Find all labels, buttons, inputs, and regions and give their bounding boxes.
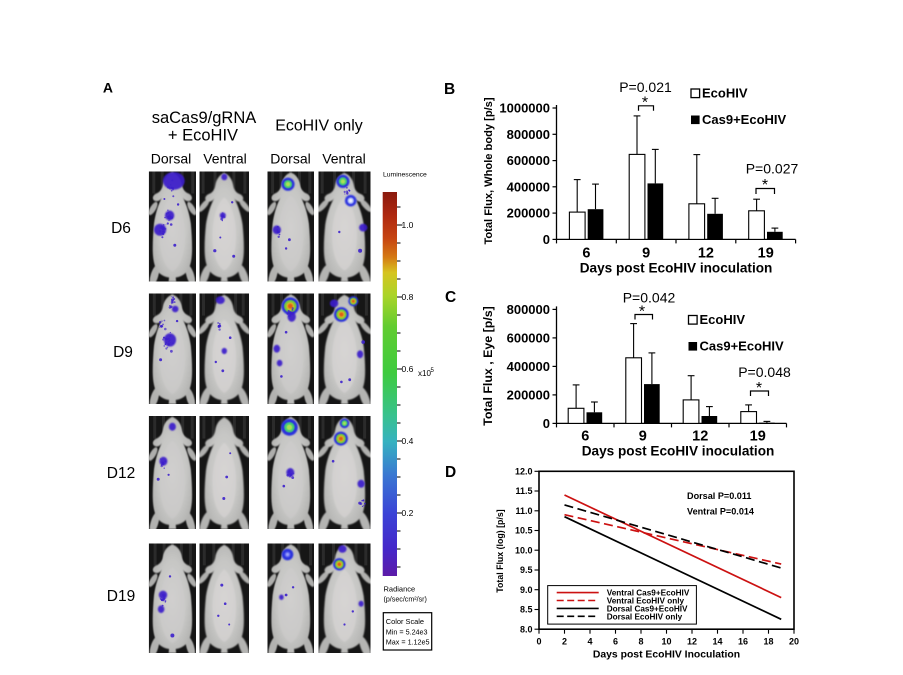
svg-text:12: 12 (687, 637, 697, 647)
svg-text:19: 19 (750, 429, 766, 445)
svg-text:Dorsal EcoHIV only: Dorsal EcoHIV only (607, 612, 683, 621)
svg-text:0.2: 0.2 (402, 508, 414, 518)
svg-text:EcoHIV only: EcoHIV only (275, 118, 362, 135)
svg-text:6: 6 (613, 637, 618, 647)
svg-text:D12: D12 (107, 465, 135, 482)
svg-text:12.0: 12.0 (515, 467, 533, 477)
svg-text:Min = 5.24e3: Min = 5.24e3 (386, 628, 428, 637)
svg-text:Ventral Cas9+EcoHIV: Ventral Cas9+EcoHIV (607, 589, 690, 598)
svg-text:A: A (103, 80, 113, 96)
svg-text:Total Flux (log) [p/s]: Total Flux (log) [p/s] (495, 509, 505, 592)
svg-text:11.0: 11.0 (515, 506, 532, 516)
svg-text:Radiance: Radiance (384, 585, 416, 594)
svg-text:D9: D9 (113, 344, 133, 361)
svg-text:0: 0 (536, 637, 541, 647)
svg-text:Days post EcoHIV Inoculation: Days post EcoHIV Inoculation (593, 650, 740, 661)
svg-text:*: * (756, 380, 762, 397)
svg-text:600000: 600000 (507, 153, 550, 168)
svg-text:10.5: 10.5 (515, 526, 533, 536)
svg-text:9: 9 (642, 246, 650, 262)
svg-text:400000: 400000 (507, 359, 550, 374)
svg-text:P=0.042: P=0.042 (623, 290, 676, 306)
svg-text:P=0.027: P=0.027 (746, 161, 799, 177)
svg-text:6: 6 (581, 429, 589, 445)
svg-text:20: 20 (789, 637, 799, 647)
svg-text:11.5: 11.5 (515, 486, 532, 496)
svg-text:800000: 800000 (507, 127, 550, 142)
svg-text:Days post EcoHIV inoculation: Days post EcoHIV inoculation (580, 261, 773, 276)
svg-text:EcoHIV: EcoHIV (700, 312, 746, 327)
svg-text:4: 4 (587, 637, 592, 647)
svg-text:D19: D19 (107, 588, 135, 605)
svg-text:18: 18 (763, 637, 773, 647)
svg-text:Dorsal: Dorsal (151, 151, 191, 167)
svg-text:Cas9+EcoHIV: Cas9+EcoHIV (700, 338, 785, 353)
svg-text:saCas9/gRNA: saCas9/gRNA (152, 109, 257, 127)
svg-text:C: C (445, 289, 456, 306)
svg-text:8: 8 (638, 637, 643, 647)
svg-text:Luminescence: Luminescence (383, 172, 427, 179)
svg-text:Dorsal Cas9+EcoHIV: Dorsal Cas9+EcoHIV (607, 604, 688, 613)
svg-text:D6: D6 (111, 220, 131, 237)
svg-text:0.8: 0.8 (402, 292, 414, 302)
svg-text:1.0: 1.0 (402, 220, 414, 230)
svg-text:12: 12 (698, 246, 714, 262)
svg-text:0.4: 0.4 (402, 436, 414, 446)
svg-text:Total Flux , Eye [p/s]: Total Flux , Eye [p/s] (481, 306, 495, 426)
svg-text:200000: 200000 (507, 387, 550, 402)
svg-text:6: 6 (582, 246, 590, 262)
svg-text:14: 14 (712, 637, 722, 647)
svg-text:*: * (762, 177, 768, 194)
svg-text:Ventral: Ventral (322, 151, 366, 167)
svg-text:EcoHIV: EcoHIV (702, 85, 748, 100)
svg-text:Dorsal: Dorsal (270, 151, 310, 167)
svg-text:800000: 800000 (507, 302, 550, 317)
svg-text:Ventral P=0.014: Ventral P=0.014 (687, 507, 755, 517)
svg-text:0: 0 (543, 416, 550, 431)
svg-text:8.0: 8.0 (520, 624, 533, 634)
svg-text:*: * (642, 94, 648, 111)
svg-text:10.0: 10.0 (515, 545, 533, 555)
svg-text:B: B (444, 81, 455, 98)
svg-text:Days post EcoHIV inoculation: Days post EcoHIV inoculation (582, 444, 775, 459)
svg-text:5: 5 (431, 368, 435, 374)
svg-text:9.5: 9.5 (520, 565, 533, 575)
svg-text:9: 9 (639, 429, 647, 445)
svg-text:8.5: 8.5 (520, 605, 533, 615)
svg-text:12: 12 (692, 429, 708, 445)
svg-text:1000000: 1000000 (499, 101, 550, 116)
svg-text:Dorsal P=0.011: Dorsal P=0.011 (687, 491, 751, 501)
svg-text:Max = 1.12e5: Max = 1.12e5 (386, 638, 430, 647)
svg-text:200000: 200000 (507, 206, 550, 221)
svg-text:10: 10 (661, 637, 671, 647)
svg-text:2: 2 (562, 637, 567, 647)
svg-text:Color Scale: Color Scale (386, 617, 424, 626)
svg-text:400000: 400000 (507, 179, 550, 194)
svg-text:+ EcoHIV: + EcoHIV (168, 127, 238, 145)
svg-text:(p/sec/cm²/sr): (p/sec/cm²/sr) (384, 596, 427, 604)
svg-text:9.0: 9.0 (520, 585, 533, 595)
svg-text:16: 16 (738, 637, 748, 647)
svg-text:19: 19 (758, 246, 774, 262)
svg-text:0: 0 (543, 232, 550, 247)
svg-text:600000: 600000 (507, 330, 550, 345)
svg-text:P=0.048: P=0.048 (738, 364, 791, 380)
svg-text:Total Flux, Whole body [p/s]: Total Flux, Whole body [p/s] (483, 97, 495, 244)
svg-text:Cas9+EcoHIV: Cas9+EcoHIV (702, 112, 787, 127)
svg-text:x10: x10 (418, 369, 431, 378)
svg-text:D: D (445, 464, 456, 481)
svg-text:Ventral EcoHIV only: Ventral EcoHIV only (607, 597, 685, 606)
svg-text:P=0.021: P=0.021 (619, 79, 672, 95)
svg-text:0.6: 0.6 (402, 364, 414, 374)
svg-text:Ventral: Ventral (203, 151, 247, 167)
svg-text:*: * (639, 304, 645, 321)
